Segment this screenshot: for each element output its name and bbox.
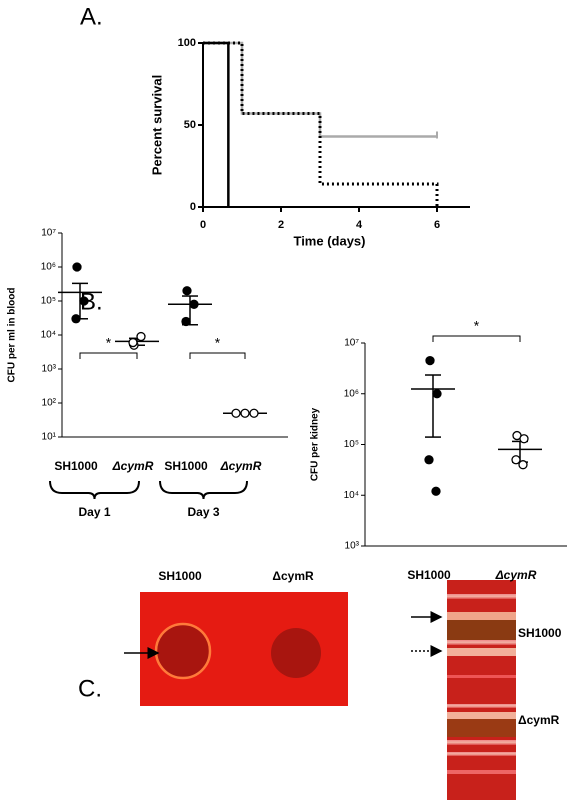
significance-bracket (189, 352, 246, 359)
plate-label: ΔcymR (272, 569, 314, 583)
y-tick-label: 10⁶ (344, 388, 359, 399)
x-tick-label: SH1000 (54, 459, 98, 473)
data-point (431, 486, 441, 496)
x-tick-label: ΔcymR (495, 568, 537, 582)
panel-label: A. (80, 3, 103, 30)
group-label: Day 3 (187, 505, 219, 519)
y-tick-label: 100 (178, 37, 196, 49)
data-point (182, 286, 192, 296)
strip-label: ΔcymR (518, 713, 560, 727)
data-point (181, 316, 191, 327)
x-tick-label: 4 (356, 219, 363, 231)
y-axis-label: CFU per kidney (310, 407, 321, 481)
plate-label: SH1000 (158, 569, 202, 583)
panel-label: B. (80, 288, 103, 315)
panel-label: C. (78, 675, 102, 702)
data-point (71, 314, 81, 324)
y-tick-label: 10⁵ (41, 296, 56, 307)
group-label: Day 1 (78, 505, 110, 519)
significance-label: * (215, 335, 221, 351)
y-tick-label: 10⁷ (344, 338, 359, 349)
x-tick-label: 0 (200, 219, 206, 231)
data-point (425, 355, 435, 366)
y-axis-label: Percent survival (149, 75, 164, 175)
y-tick-label: 10² (42, 398, 57, 409)
y-tick-label: 10¹ (42, 432, 57, 443)
data-point (240, 408, 250, 418)
data-point (79, 296, 89, 306)
x-axis-label: Time (days) (293, 233, 365, 248)
data-point (136, 331, 146, 342)
x-tick-label: ΔcymR (112, 459, 154, 473)
data-point (128, 337, 138, 348)
y-tick-label: 10⁴ (344, 490, 359, 501)
group-brace (49, 480, 140, 500)
data-point (249, 408, 259, 418)
strip-label: SH1000 (518, 626, 562, 640)
y-tick-label: 10³ (345, 541, 360, 552)
x-tick-label: SH1000 (164, 459, 208, 473)
y-axis-label: CFU per ml in blood (7, 288, 18, 383)
y-tick-label: 10⁵ (344, 439, 359, 450)
significance-bracket (432, 335, 521, 342)
y-tick-label: 10⁷ (41, 228, 56, 239)
data-point (189, 299, 199, 309)
data-point (72, 262, 82, 272)
x-tick-label: 6 (434, 219, 440, 231)
survival-line (203, 41, 439, 207)
x-tick-label: ΔcymR (220, 459, 262, 473)
x-tick-label: SH1000 (407, 568, 451, 582)
data-point (432, 389, 442, 399)
y-tick-label: 10⁶ (41, 262, 56, 273)
data-point (424, 455, 434, 465)
significance-label: * (474, 318, 480, 334)
survival-line (203, 41, 437, 138)
survival-line (203, 41, 230, 207)
group-brace (159, 480, 248, 500)
y-tick-label: 10⁴ (41, 330, 56, 341)
plate-image (124, 592, 348, 706)
y-tick-label: 0 (190, 201, 196, 213)
x-tick-label: 2 (278, 219, 284, 231)
data-point (518, 460, 528, 470)
strip-image (411, 580, 516, 800)
data-point (511, 455, 521, 465)
significance-label: * (106, 335, 112, 351)
data-point (231, 408, 241, 418)
y-tick-label: 10³ (42, 364, 57, 375)
y-tick-label: 50 (184, 119, 196, 131)
significance-bracket (79, 352, 138, 359)
data-point (519, 434, 529, 444)
